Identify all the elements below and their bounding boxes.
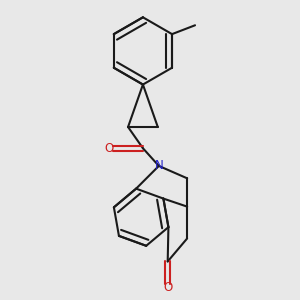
Text: N: N <box>154 159 163 172</box>
Text: O: O <box>105 142 114 155</box>
Text: O: O <box>163 281 172 295</box>
